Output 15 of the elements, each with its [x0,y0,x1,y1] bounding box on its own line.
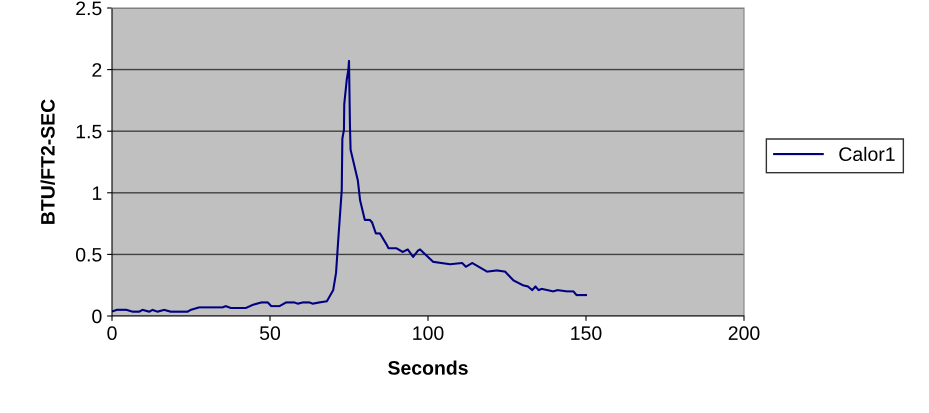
x-axis-title: Seconds [388,360,468,375]
x-tick-label: 150 [571,326,602,340]
y-tick-label: 0.5 [76,248,102,262]
y-tick-label: 1.5 [76,124,102,138]
y-tick-label: 1 [92,186,102,200]
y-tick-label: 0 [92,309,102,324]
legend-label: Calor1 [839,146,895,162]
x-tick-label: 50 [260,326,280,340]
y-tick-label: 2 [92,63,102,77]
x-tick-label: 100 [413,326,444,340]
x-tick-label: 0 [107,326,117,340]
x-tick-label: 200 [728,326,760,340]
y-tick-label: 2.5 [76,1,102,16]
y-axis-title: BTU/FT2-SEC [40,99,55,224]
line-series [112,60,588,313]
